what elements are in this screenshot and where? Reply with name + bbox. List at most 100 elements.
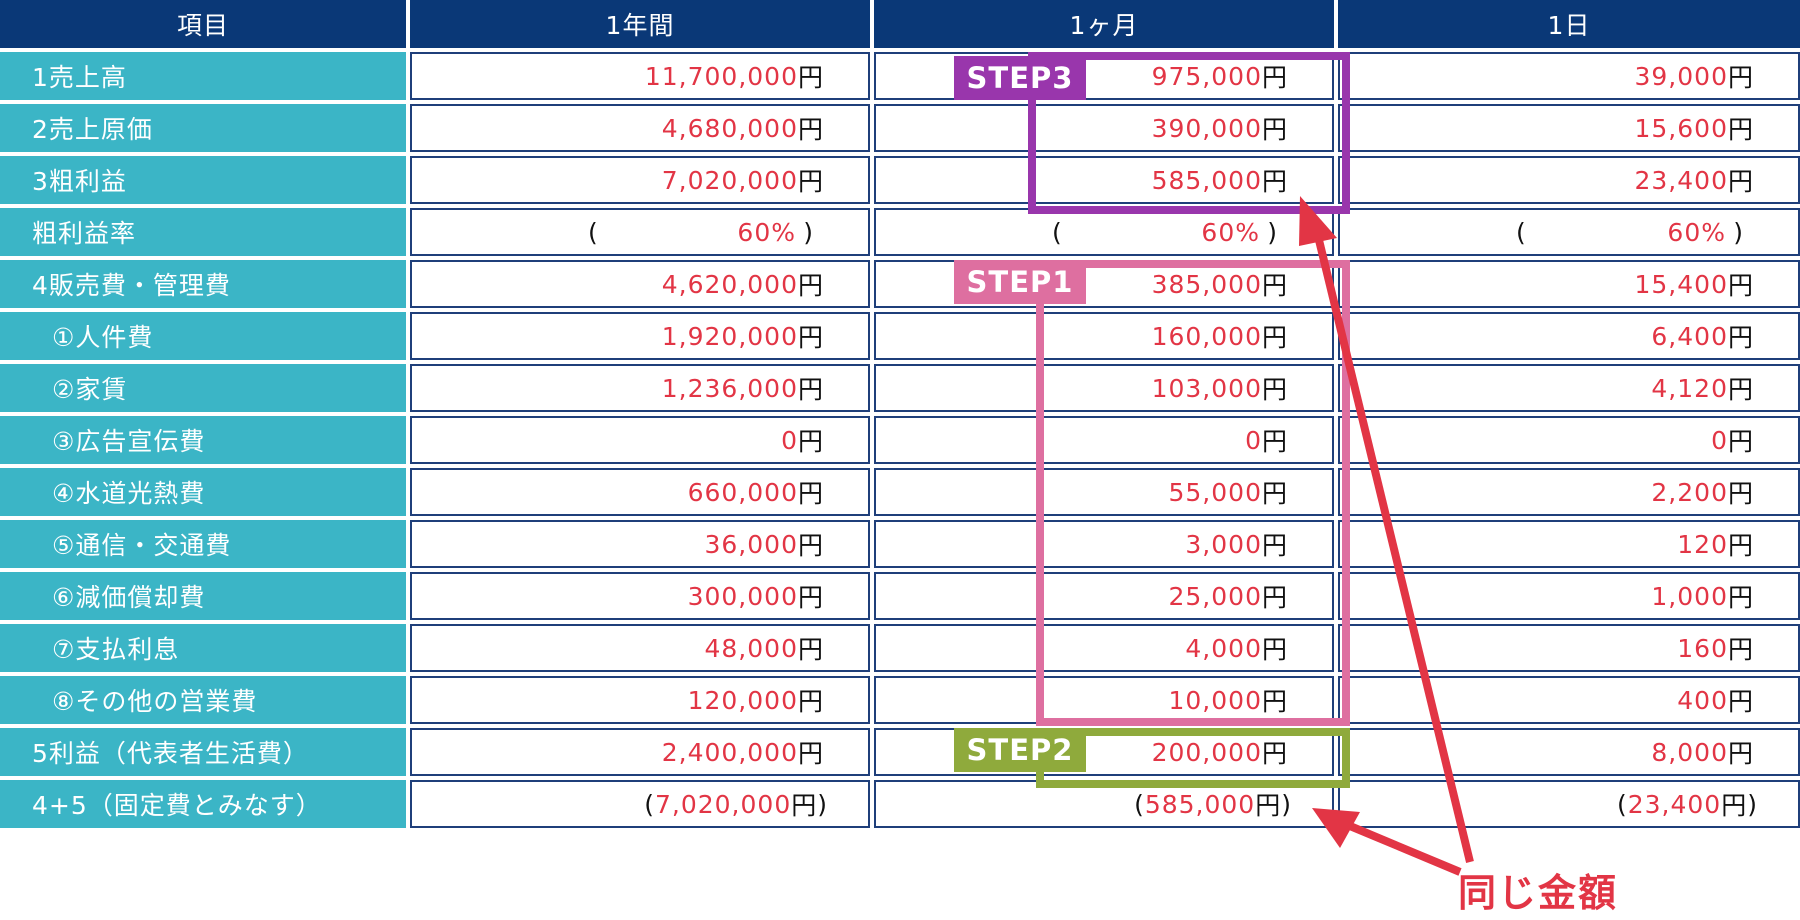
yen-unit: 円 [797,583,824,612]
amount-value: 7,020,000 [654,789,792,819]
row-label: ③広告宣伝費 [0,416,406,464]
value-cell-month: 160,000 円 [874,312,1334,360]
open-paren: ( [1616,789,1628,819]
amount-value: 8,000 [1651,737,1728,767]
yen-unit: 円 [1727,635,1754,664]
value-cell-year: 1,236,000 円 [410,364,870,412]
yen-unit: 円 [1261,531,1288,560]
arrowhead-gross-profit [1299,196,1337,246]
step3-box [1028,52,1350,214]
value-cell-month: 103,000 円 [874,364,1334,412]
yen-unit: 円 [1261,739,1288,768]
yen-unit: 円 [1261,63,1288,92]
gross-margin-value: 60% [1667,217,1726,247]
row-label: 2売上原価 [0,104,406,152]
close-paren: ) [1733,217,1744,247]
step3-tag: STEP3 [954,56,1086,100]
yen-unit: 円 [797,531,824,560]
yen-unit: 円 [797,635,824,664]
row-label: 3粗利益 [0,156,406,204]
value-cell-month: 4,000 円 [874,624,1334,672]
amount-value: 4,000 [1185,633,1262,663]
amount-value: 1,920,000 [661,321,798,351]
yen-unit: 円 [1261,323,1288,352]
amount-value: 0 [1711,425,1728,455]
amount-value: 300,000 [687,581,798,611]
amount-value: 200,000 [1151,737,1262,767]
yen-unit: 円 [1727,739,1754,768]
value-cell-day: 8,000 円 [1338,728,1800,776]
value-cell-day: 39,000 円 [1338,52,1800,100]
value-cell-day: 2,200 円 [1338,468,1800,516]
arrow-to-gross-profit [1314,235,1474,863]
amount-value: 36,000 [704,529,798,559]
value-cell-day: 15,600 円 [1338,104,1800,152]
amount-value: 385,000 [1151,269,1262,299]
value-cell-day: 4,120 円 [1338,364,1800,412]
table-row: ⑤通信・交通費 36,000 円 3,000 円 120 円 [0,520,1800,568]
value-cell-day: 1,000 円 [1338,572,1800,620]
amount-value: 0 [781,425,798,455]
gross-margin-value: 60% [737,217,796,247]
value-cell-day: (23,400 円) [1338,780,1800,828]
table-row: ③広告宣伝費 0 円 0 円 0 円 [0,416,1800,464]
amount-value: 55,000 [1168,477,1262,507]
yen-unit: 円 [1727,323,1754,352]
amount-value: 7,020,000 [661,165,798,195]
yen-unit: 円 [791,791,818,820]
value-cell-month: 25,000 円 [874,572,1334,620]
amount-value: 390,000 [1151,113,1262,143]
open-paren: ( [1516,217,1527,247]
yen-unit: 円 [1727,167,1754,196]
amount-value: 3,000 [1185,529,1262,559]
close-paren: ) [817,789,828,819]
value-cell-year: (60%) [410,208,870,256]
yen-unit: 円 [1721,791,1748,820]
row-label: ②家賃 [0,364,406,412]
yen-unit: 円 [1261,583,1288,612]
table-row: ⑧その他の営業費 120,000 円 10,000 円 400 円 [0,676,1800,724]
table-row: ②家賃 1,236,000 円 103,000 円 4,120 円 [0,364,1800,412]
amount-value: 10,000 [1168,685,1262,715]
arrow-to-fixed-cost [1348,822,1462,876]
value-cell-year: 120,000 円 [410,676,870,724]
yen-unit: 円 [1727,427,1754,456]
value-cell-month: 390,000 円 [874,104,1334,152]
value-cell-year: 7,020,000 円 [410,156,870,204]
yen-unit: 円 [797,687,824,716]
value-cell-day: 120 円 [1338,520,1800,568]
value-cell-day: 23,400 円 [1338,156,1800,204]
yen-unit: 円 [797,375,824,404]
value-cell-day: 6,400 円 [1338,312,1800,360]
row-label: ⑧その他の営業費 [0,676,406,724]
yen-unit: 円 [797,167,824,196]
amount-value: 120,000 [687,685,798,715]
value-cell-year: 660,000 円 [410,468,870,516]
table-row: 粗利益率(60%)(60%)(60%) [0,208,1800,256]
header-month: 1ヶ月 [874,0,1334,48]
value-cell-year: (7,020,000 円) [410,780,870,828]
amount-value: 4,680,000 [661,113,798,143]
row-label: ①人件費 [0,312,406,360]
row-label: 5利益（代表者生活費） [0,728,406,776]
value-cell-day: (60%) [1338,208,1800,256]
arrowhead-fixed-cost [1312,808,1360,848]
amount-value: 15,400 [1634,269,1728,299]
yen-unit: 円 [1261,271,1288,300]
yen-unit: 円 [1727,531,1754,560]
row-label: ⑦支払利息 [0,624,406,672]
value-cell-year: 36,000 円 [410,520,870,568]
amount-value: 11,700,000 [644,61,798,91]
yen-unit: 円 [1727,479,1754,508]
yen-unit: 円 [797,739,824,768]
value-cell-month: 55,000 円 [874,468,1334,516]
amount-value: 23,400 [1627,789,1722,819]
amount-value: 660,000 [687,477,798,507]
yen-unit: 円 [1261,687,1288,716]
header-year: 1年間 [410,0,870,48]
yen-unit: 円 [1727,271,1754,300]
step3-top-line [1028,52,1350,60]
amount-value: 120 [1677,529,1728,559]
